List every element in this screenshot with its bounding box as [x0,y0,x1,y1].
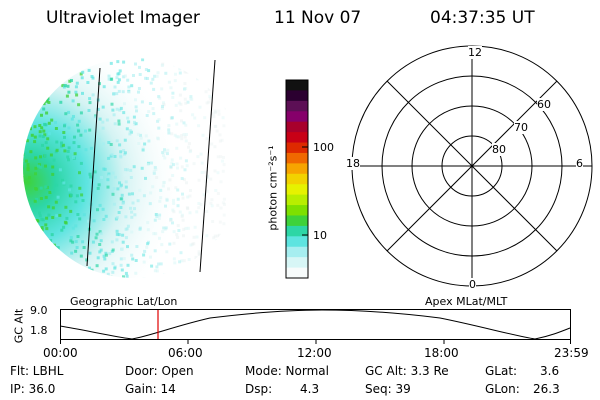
mlt-label-12: 12 [468,46,482,59]
colorbar-cell [286,194,308,206]
colorbar-cell [286,205,308,217]
colorbar-cell [286,132,308,144]
colorbar-cell [286,100,308,112]
y-tick-9: 9.0 [30,304,48,317]
x-tick-0000: 00:00 [43,346,78,360]
colorbar-cell [286,267,308,279]
x-tick-0600: 06:00 [168,346,203,360]
dayside-aurora-glow [23,58,243,278]
x-tick-2359: 23:59 [554,346,589,360]
colorbar-tick-10: 10 [313,229,327,242]
gc-alt-axis-label: GC Alt [12,308,26,344]
apex-mlat-mlt-label: Apex MLat/MLT [425,295,508,308]
lat-label-60: 60 [537,98,551,111]
earth-uv-image [23,58,243,278]
colorbar-cell [286,80,308,92]
orbit-altitude-curve [60,309,571,340]
colorbar [285,79,309,279]
flt-label: Flt: LBHL [10,364,64,378]
colorbar-cell [286,152,308,164]
colorbar-cell [286,121,308,133]
colorbar-cell [286,90,308,102]
lat-label-80: 80 [492,143,506,156]
colorbar-cell [286,257,308,269]
time-label: 04:37:35 UT [430,8,535,28]
mode-label: Mode: Normal [245,364,329,378]
glat-label: GLat: [485,364,518,378]
gc-alt-label: GC Alt: 3.3 Re [365,364,449,378]
instrument-title: Ultraviolet Imager [46,8,200,28]
glon-label: GLon: [485,382,520,396]
orbit-altitude-plot [60,309,571,344]
colorbar-cell [286,236,308,248]
polar-plot [351,45,593,287]
colorbar-tick-100: 100 [313,141,334,154]
mlt-label-0: 0 [469,278,476,291]
geographic-latlon-label: Geographic Lat/Lon [70,295,178,308]
door-label: Door: Open [125,364,194,378]
x-tick-1200: 12:00 [297,346,332,360]
dsp-label: Dsp: [245,382,273,396]
colorbar-cell [286,163,308,175]
colorbar-cell [286,215,308,227]
colorbar-cell [286,246,308,258]
date-label: 11 Nov 07 [274,8,362,28]
colorbar-cell [286,184,308,196]
gain-label: Gain: 14 [125,382,176,396]
terminator-line-1 [86,67,101,267]
mlt-label-6: 6 [576,157,583,170]
y-tick-1-8: 1.8 [30,324,48,337]
dsp-value: 4.3 [300,382,320,396]
colorbar-cell [286,111,308,123]
ip-label: IP: 36.0 [10,382,56,396]
colorbar-cell [286,173,308,185]
mlt-label-18: 18 [346,157,360,170]
x-tick-1800: 18:00 [424,346,459,360]
colorbar-cell [286,142,308,154]
terminator-line-2 [199,59,216,273]
seq-label: Seq: 39 [365,382,411,396]
glon-value: 26.3 [533,382,560,396]
glat-value: 3.6 [540,364,560,378]
colorbar-unit-label: photon cm⁻²s⁻¹ [266,145,280,231]
colorbar-scale [286,80,308,279]
lat-label-70: 70 [514,121,528,134]
colorbar-cell [286,225,308,237]
